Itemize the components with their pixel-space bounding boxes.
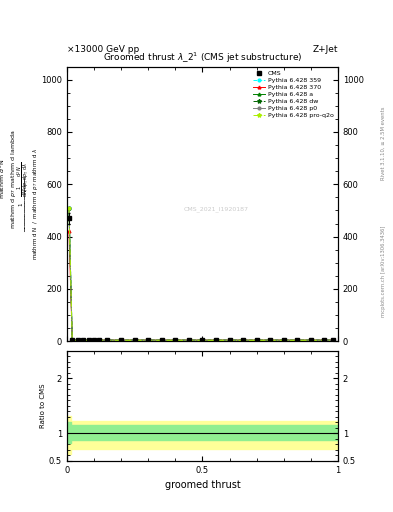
Text: CMS_2021_I1920187: CMS_2021_I1920187 <box>184 206 248 212</box>
X-axis label: groomed thrust: groomed thrust <box>165 480 240 490</box>
Title: Groomed thrust $\lambda\_2^1$ (CMS jet substructure): Groomed thrust $\lambda\_2^1$ (CMS jet s… <box>103 51 302 65</box>
Text: Rivet 3.1.10, ≥ 2.5M events: Rivet 3.1.10, ≥ 2.5M events <box>381 106 386 180</box>
Y-axis label: 1
─────────────────
mathrm d N  /  mathrm d $p_T$ mathrm d $\lambda$: 1 ───────────────── mathrm d N / mathrm … <box>18 148 40 260</box>
Text: ×13000 GeV pp: ×13000 GeV pp <box>67 45 139 54</box>
Text: mathrm $d^2$N
mathrm d $p_T$ mathrm d lambda: mathrm $d^2$N mathrm d $p_T$ mathrm d la… <box>0 130 18 229</box>
Text: $\frac{1}{\mathrm{d}N/\mathrm{d}p_\mathrm{T}} \frac{\mathrm{d}^2 N}{\mathrm{d}p_: $\frac{1}{\mathrm{d}N/\mathrm{d}p_\mathr… <box>15 162 32 197</box>
Legend: CMS, Pythia 6.428 359, Pythia 6.428 370, Pythia 6.428 a, Pythia 6.428 dw, Pythia: CMS, Pythia 6.428 359, Pythia 6.428 370,… <box>252 70 335 119</box>
Y-axis label: Ratio to CMS: Ratio to CMS <box>40 383 46 428</box>
Text: mcplots.cern.ch [arXiv:1306.3436]: mcplots.cern.ch [arXiv:1306.3436] <box>381 226 386 317</box>
Text: Z+Jet: Z+Jet <box>312 45 338 54</box>
